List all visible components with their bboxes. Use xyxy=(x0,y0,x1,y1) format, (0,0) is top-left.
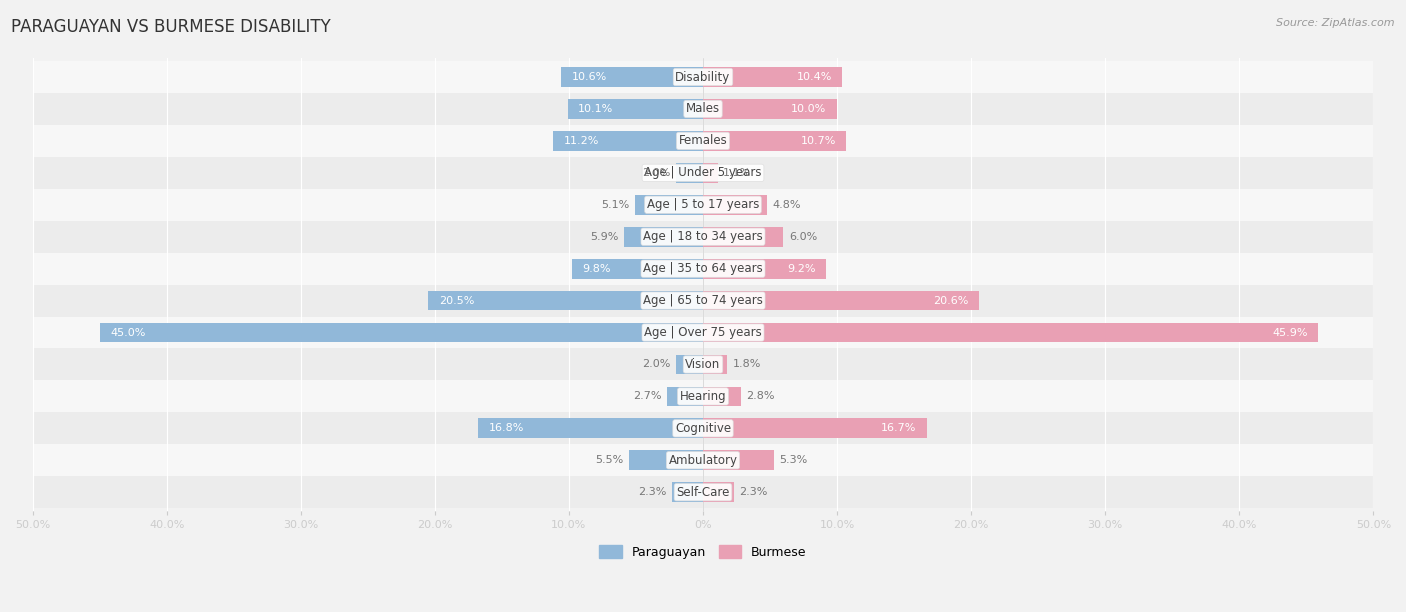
Bar xyxy=(703,195,768,215)
Text: 10.0%: 10.0% xyxy=(792,104,827,114)
Text: 5.1%: 5.1% xyxy=(600,200,630,210)
Bar xyxy=(568,99,703,119)
Bar xyxy=(703,259,827,278)
Bar xyxy=(703,291,979,310)
Text: 2.7%: 2.7% xyxy=(633,392,661,401)
Text: 10.1%: 10.1% xyxy=(578,104,613,114)
Text: 5.9%: 5.9% xyxy=(591,232,619,242)
Bar xyxy=(100,323,703,343)
Bar xyxy=(703,227,783,247)
Text: Age | Under 5 years: Age | Under 5 years xyxy=(644,166,762,179)
Bar xyxy=(676,163,703,183)
Text: 16.7%: 16.7% xyxy=(880,424,917,433)
Bar xyxy=(676,354,703,375)
Bar xyxy=(32,285,1374,316)
Text: 2.3%: 2.3% xyxy=(638,487,666,497)
Text: 16.8%: 16.8% xyxy=(488,424,524,433)
Bar xyxy=(634,195,703,215)
Text: 1.8%: 1.8% xyxy=(733,359,761,370)
Bar xyxy=(703,163,717,183)
Bar xyxy=(32,93,1374,125)
Text: 5.5%: 5.5% xyxy=(596,455,624,465)
Text: 2.3%: 2.3% xyxy=(740,487,768,497)
Text: Source: ZipAtlas.com: Source: ZipAtlas.com xyxy=(1277,18,1395,28)
Text: Age | 5 to 17 years: Age | 5 to 17 years xyxy=(647,198,759,211)
Bar xyxy=(32,476,1374,508)
Bar xyxy=(703,67,842,87)
Text: 2.8%: 2.8% xyxy=(747,392,775,401)
Bar xyxy=(703,450,775,470)
Bar xyxy=(561,67,703,87)
Bar xyxy=(32,188,1374,221)
Text: 45.9%: 45.9% xyxy=(1272,327,1308,338)
Bar xyxy=(553,131,703,151)
Bar xyxy=(32,412,1374,444)
Text: Self-Care: Self-Care xyxy=(676,486,730,499)
Text: 2.0%: 2.0% xyxy=(643,359,671,370)
Text: Females: Females xyxy=(679,135,727,147)
Text: Hearing: Hearing xyxy=(679,390,727,403)
Bar xyxy=(624,227,703,247)
Bar xyxy=(703,482,734,502)
Text: 11.2%: 11.2% xyxy=(564,136,599,146)
Bar xyxy=(703,131,846,151)
Bar xyxy=(572,259,703,278)
Bar xyxy=(32,253,1374,285)
Text: 1.1%: 1.1% xyxy=(723,168,751,178)
Bar xyxy=(703,387,741,406)
Bar xyxy=(478,419,703,438)
Bar xyxy=(32,221,1374,253)
Text: 10.4%: 10.4% xyxy=(796,72,832,82)
Bar xyxy=(32,125,1374,157)
Bar xyxy=(703,323,1319,343)
Text: PARAGUAYAN VS BURMESE DISABILITY: PARAGUAYAN VS BURMESE DISABILITY xyxy=(11,18,330,36)
Text: Males: Males xyxy=(686,102,720,116)
Bar xyxy=(32,157,1374,188)
Bar xyxy=(703,99,837,119)
Bar xyxy=(666,387,703,406)
Text: 2.0%: 2.0% xyxy=(643,168,671,178)
Text: Cognitive: Cognitive xyxy=(675,422,731,435)
Bar xyxy=(429,291,703,310)
Bar xyxy=(32,381,1374,412)
Bar xyxy=(703,354,727,375)
Bar xyxy=(32,348,1374,381)
Text: 45.0%: 45.0% xyxy=(111,327,146,338)
Bar xyxy=(703,419,927,438)
Bar xyxy=(32,444,1374,476)
Text: 10.6%: 10.6% xyxy=(572,72,607,82)
Text: Vision: Vision xyxy=(685,358,721,371)
Text: 9.8%: 9.8% xyxy=(582,264,610,274)
Text: Age | 65 to 74 years: Age | 65 to 74 years xyxy=(643,294,763,307)
Text: Age | 18 to 34 years: Age | 18 to 34 years xyxy=(643,230,763,243)
Bar xyxy=(32,316,1374,348)
Text: 10.7%: 10.7% xyxy=(800,136,835,146)
Text: 20.5%: 20.5% xyxy=(439,296,474,305)
Text: 9.2%: 9.2% xyxy=(787,264,815,274)
Bar xyxy=(32,61,1374,93)
Text: Age | 35 to 64 years: Age | 35 to 64 years xyxy=(643,262,763,275)
Text: 20.6%: 20.6% xyxy=(934,296,969,305)
Legend: Paraguayan, Burmese: Paraguayan, Burmese xyxy=(595,540,811,564)
Text: Ambulatory: Ambulatory xyxy=(668,453,738,467)
Text: 5.3%: 5.3% xyxy=(779,455,807,465)
Text: 4.8%: 4.8% xyxy=(773,200,801,210)
Text: Disability: Disability xyxy=(675,70,731,83)
Bar xyxy=(672,482,703,502)
Text: 6.0%: 6.0% xyxy=(789,232,817,242)
Bar xyxy=(630,450,703,470)
Text: Age | Over 75 years: Age | Over 75 years xyxy=(644,326,762,339)
